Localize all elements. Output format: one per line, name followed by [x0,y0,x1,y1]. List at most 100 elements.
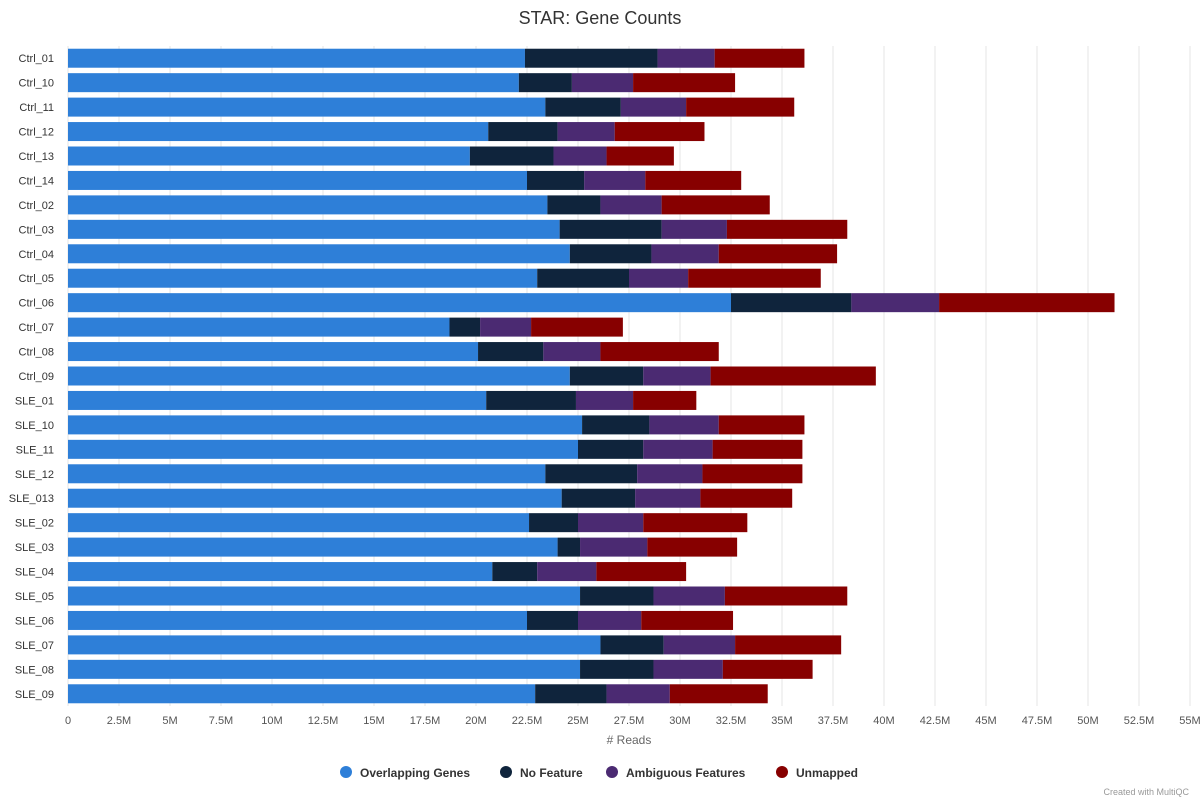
bar-segment[interactable] [633,73,736,93]
bar-segment[interactable] [714,48,805,68]
bar-segment[interactable] [722,659,813,679]
bar-segment[interactable] [518,73,572,93]
bar-segment[interactable] [537,268,629,288]
bar-segment[interactable] [492,562,538,582]
bar-segment[interactable] [726,219,848,239]
bar-segment[interactable] [643,366,711,386]
bar-segment[interactable] [651,244,719,264]
bar-segment[interactable] [600,342,719,362]
bar-segment[interactable] [68,293,731,313]
bar-segment[interactable] [661,195,770,215]
bar-segment[interactable] [629,268,689,288]
bar-segment[interactable] [575,390,634,410]
bar-segment[interactable] [68,219,560,239]
bar-segment[interactable] [547,195,601,215]
bar-segment[interactable] [68,537,558,557]
bar-segment[interactable] [643,439,713,459]
bar-segment[interactable] [68,244,570,264]
bar-segment[interactable] [524,48,658,68]
bar-segment[interactable] [582,415,650,435]
bar-segment[interactable] [606,146,674,166]
bar-segment[interactable] [68,586,581,606]
bar-segment[interactable] [529,513,578,533]
bar-segment[interactable] [688,268,821,288]
legend-item[interactable]: Ambiguous Features [606,766,746,780]
bar-segment[interactable] [580,537,648,557]
bar-segment[interactable] [578,439,644,459]
bar-segment[interactable] [700,488,793,508]
bar-segment[interactable] [68,97,546,117]
bar-segment[interactable] [637,464,703,484]
bar-segment[interactable] [735,635,842,655]
bar-segment[interactable] [68,146,470,166]
bar-segment[interactable] [68,488,562,508]
bar-segment[interactable] [68,317,450,337]
bar-segment[interactable] [718,415,805,435]
bar-segment[interactable] [68,464,546,484]
bar-segment[interactable] [537,562,597,582]
bar-segment[interactable] [580,586,654,606]
bar-segment[interactable] [488,122,558,142]
bar-segment[interactable] [620,97,687,117]
bar-segment[interactable] [68,390,487,410]
bar-segment[interactable] [68,610,527,630]
bar-segment[interactable] [584,170,646,190]
bar-segment[interactable] [661,219,727,239]
bar-segment[interactable] [68,439,578,459]
bar-segment[interactable] [657,48,715,68]
legend-item[interactable]: No Feature [500,766,583,780]
bar-segment[interactable] [68,268,538,288]
bar-segment[interactable] [653,586,725,606]
bar-segment[interactable] [851,293,940,313]
bar-segment[interactable] [68,122,489,142]
bar-segment[interactable] [633,390,697,410]
bar-segment[interactable] [68,635,601,655]
bar-segment[interactable] [641,610,734,630]
bar-segment[interactable] [486,390,576,410]
bar-segment[interactable] [543,342,601,362]
bar-segment[interactable] [545,97,621,117]
bar-segment[interactable] [724,586,848,606]
bar-segment[interactable] [535,684,607,704]
bar-segment[interactable] [643,513,748,533]
bar-segment[interactable] [569,366,644,386]
bar-segment[interactable] [68,415,583,435]
bar-segment[interactable] [561,488,636,508]
bar-segment[interactable] [557,537,581,557]
bar-segment[interactable] [606,684,670,704]
bar-segment[interactable] [939,293,1115,313]
bar-segment[interactable] [578,513,644,533]
bar-segment[interactable] [480,317,532,337]
bar-segment[interactable] [614,122,705,142]
bar-segment[interactable] [645,170,742,190]
bar-segment[interactable] [710,366,876,386]
legend-item[interactable]: Overlapping Genes [340,766,470,780]
bar-segment[interactable] [635,488,701,508]
bar-segment[interactable] [545,464,638,484]
bar-segment[interactable] [702,464,803,484]
bar-segment[interactable] [571,73,634,93]
bar-segment[interactable] [600,195,662,215]
bar-segment[interactable] [527,170,585,190]
bar-segment[interactable] [559,219,662,239]
bar-segment[interactable] [718,244,838,264]
bar-segment[interactable] [578,610,642,630]
bar-segment[interactable] [68,170,527,190]
bar-segment[interactable] [68,342,479,362]
bar-segment[interactable] [653,659,723,679]
bar-segment[interactable] [68,73,519,93]
bar-segment[interactable] [68,48,525,68]
bar-segment[interactable] [531,317,623,337]
bar-segment[interactable] [712,439,803,459]
bar-segment[interactable] [596,562,687,582]
bar-segment[interactable] [647,537,738,557]
bar-segment[interactable] [68,513,530,533]
bar-segment[interactable] [68,366,570,386]
bar-segment[interactable] [686,97,795,117]
bar-segment[interactable] [553,146,607,166]
bar-segment[interactable] [527,610,578,630]
bar-segment[interactable] [68,684,536,704]
bar-segment[interactable] [68,195,548,215]
bar-segment[interactable] [557,122,615,142]
legend-item[interactable]: Unmapped [776,766,858,780]
